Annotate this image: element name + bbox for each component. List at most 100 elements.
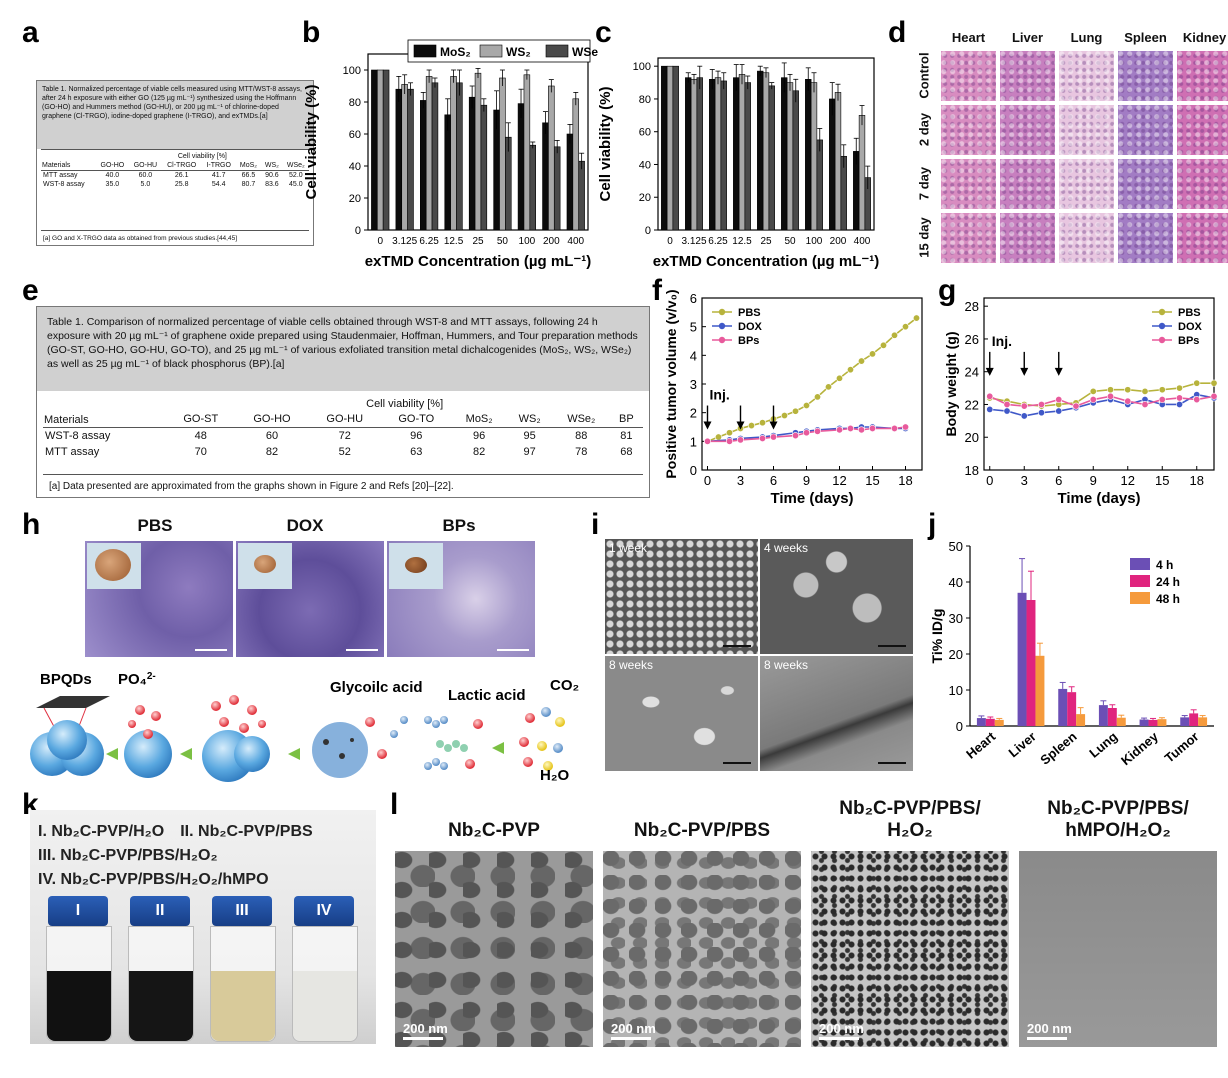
bar [816, 139, 823, 231]
bar [382, 69, 390, 231]
legend-iv: IV. Nb₂C-PVP/PBS/H₂O₂/hMPO [38, 871, 269, 888]
data-point [1020, 412, 1028, 420]
table-e-grid: Materials Cell viability [%] GO-ST GO-HO GO-… [43, 397, 643, 460]
x-tick-label: 6 [1055, 473, 1062, 488]
legend-swatch [413, 44, 437, 58]
table-e-cell: 48 [194, 430, 207, 442]
lactic-chains [424, 716, 483, 770]
bar [781, 77, 788, 231]
histology-column-label: Liver [1011, 30, 1044, 45]
table-a-cell: 60.0 [138, 172, 153, 179]
scale-bar [195, 649, 227, 651]
bar [685, 77, 692, 231]
histology-image [940, 212, 997, 264]
x-tick-label: Spleen [1037, 729, 1079, 768]
legend-marker [1158, 308, 1166, 316]
table-e-cell: 96 [472, 430, 486, 442]
table-e-row-name: WST-8 assay [45, 430, 111, 442]
y-axis-label: Ti% ID/g [929, 609, 945, 664]
x-axis-label: exTMD Concentration (µg mL⁻¹) [365, 253, 592, 270]
histology-image [1117, 158, 1174, 210]
scale-bar [819, 1037, 859, 1040]
data-point [1055, 407, 1063, 415]
panel-label-j: j [928, 508, 937, 541]
x-axis-label: exTMD Concentration (µg mL⁻¹) [653, 253, 880, 270]
x-tick-label: 3.125 [392, 236, 417, 247]
y-tick-label: 100 [633, 61, 651, 73]
legend-label: BPs [1178, 335, 1199, 347]
table-a-cell: 41.7 [211, 172, 226, 179]
table-e-cell: 60 [265, 430, 279, 442]
data-point [803, 402, 811, 410]
panel-h-titles: PBS DOX BPs [80, 516, 580, 544]
y-tick-label: 0 [355, 225, 361, 237]
data-point [1193, 396, 1201, 404]
histology-image [999, 212, 1056, 264]
bar [468, 96, 476, 231]
data-point [759, 419, 767, 427]
table-e-column-header: WSe₂ [567, 413, 596, 425]
data-point [847, 424, 855, 432]
bar [371, 69, 378, 231]
data-point [836, 374, 844, 382]
tem-title: Nb₂C-PVP [448, 820, 540, 841]
vial-glass [292, 926, 358, 1042]
data-point [1089, 396, 1097, 404]
chart-c: 0 20 40 60 80 100 0 3.125 6.25 12.5 25 50 100 200 400 e… [597, 57, 880, 270]
table-e-group-header: Cell viability [%] [366, 398, 444, 410]
legend-swatch [479, 44, 503, 58]
legend-swatch [1130, 575, 1150, 587]
degradation-products [519, 707, 565, 771]
y-tick-label: 6 [690, 291, 697, 306]
x-tick-label: 200 [830, 236, 847, 247]
legend-marker [718, 322, 726, 330]
legend-i: I. Nb₂C-PVP/H₂O [38, 823, 165, 840]
bar [542, 122, 549, 231]
table-e-row: WST-8 assay 48 60 72 96 96 95 88 81 [43, 427, 643, 445]
bar [578, 160, 585, 231]
legend-iii: III. Nb₂C-PVP/PBS/H₂O₂ [38, 847, 218, 864]
bar [768, 85, 775, 231]
y-axis-label: Body weight (g) [943, 332, 959, 437]
bar [1107, 708, 1117, 726]
bar [499, 77, 506, 231]
y-tick-label: 30 [949, 611, 963, 626]
data-point [726, 437, 734, 445]
legend-label: WSe₂ [572, 45, 598, 59]
histology-row-label: Control [916, 52, 932, 99]
table-a-cell: 26.1 [174, 172, 189, 179]
co2-label: CO₂ [550, 677, 579, 694]
bar [834, 92, 842, 231]
table-a-row: MTT assay 40.0 60.0 26.1 41.7 66.5 90.6 52.0 [41, 170, 309, 181]
table-e-cell: 52 [338, 446, 351, 458]
bar [858, 115, 866, 231]
vial-liquid [293, 971, 357, 1041]
bar [450, 76, 457, 231]
bar [829, 98, 836, 231]
scale-bar-label: 200 nm [611, 1021, 656, 1036]
scale-bar [346, 649, 378, 651]
table-a-cell: 45.0 [289, 181, 303, 188]
x-tick-label: 0 [986, 473, 993, 488]
table-a-cell: 35.0 [105, 181, 120, 188]
vial: I [44, 896, 112, 1042]
sem-8-weeks-low: 8 weeks [604, 655, 759, 772]
table-e-cell: 96 [410, 430, 423, 442]
histology-bps [386, 540, 536, 658]
data-point [1176, 400, 1184, 408]
data-point [759, 434, 767, 442]
panel-label-i: i [591, 508, 600, 541]
data-point [1089, 387, 1097, 395]
table-e-row-header: Materials [44, 414, 89, 426]
table-a-cell: 5.0 [140, 181, 151, 188]
table-a-footnote: [a] GO and X-TRGO data as obtained from … [43, 235, 238, 242]
bar [1198, 717, 1208, 726]
y-tick-label: 24 [965, 365, 979, 380]
vial-glass [210, 926, 276, 1042]
y-axis-label: Positive tumor volume (v/v₀) [663, 290, 679, 479]
x-tick-label: Liver [1005, 729, 1038, 760]
legend-label: WS₂ [506, 45, 531, 59]
bar [425, 76, 433, 231]
y-tick-label: 2 [690, 406, 697, 421]
data-point [814, 427, 822, 435]
